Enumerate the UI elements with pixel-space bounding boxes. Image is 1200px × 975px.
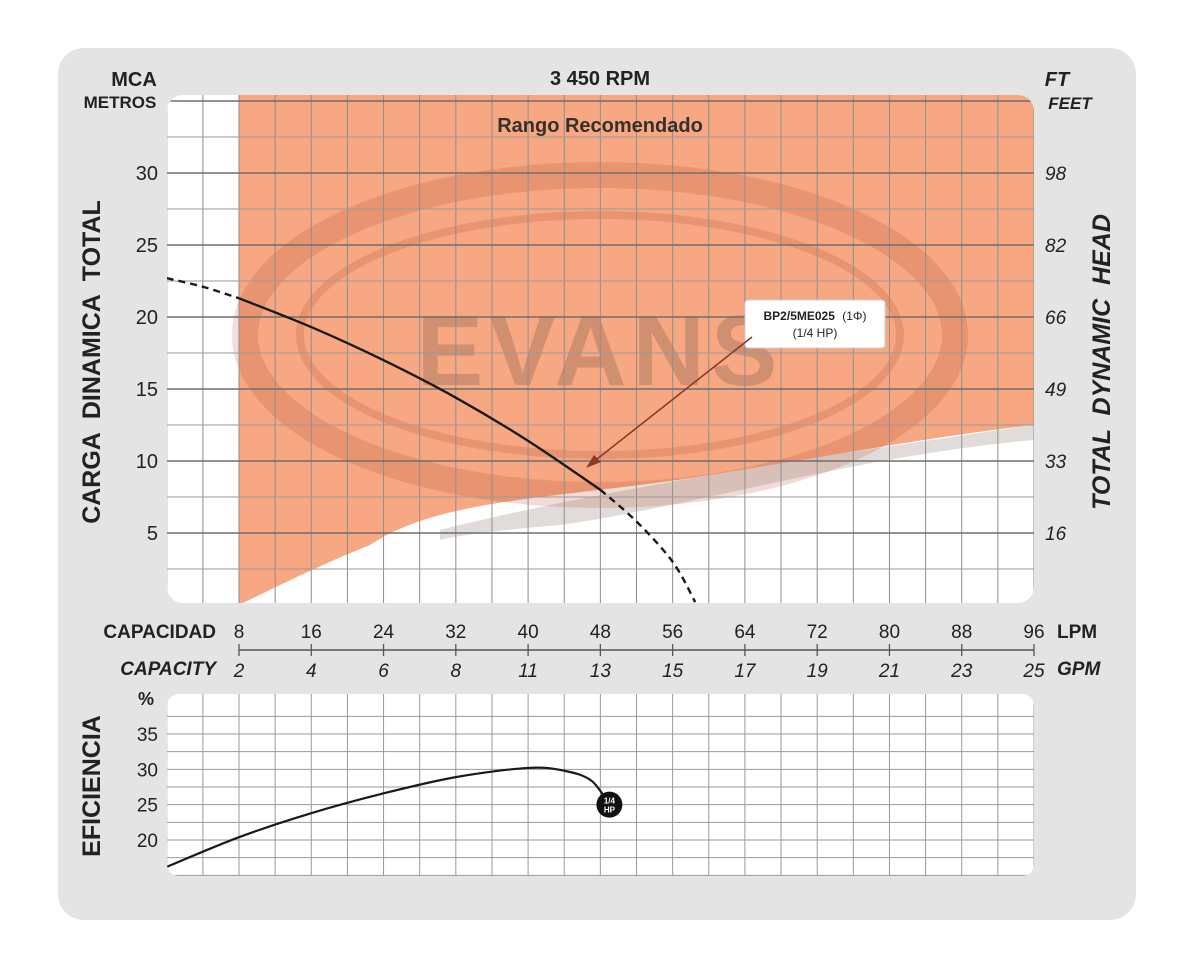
x-axis-gpm-label: CAPACITY [120, 659, 218, 680]
y-axis-label-right: TOTAL DYNAMIC HEAD [1088, 214, 1116, 510]
y-tick-label-left: 10 [136, 451, 158, 473]
annotation-power: (1/4 HP) [793, 326, 838, 340]
model-annotation: BP2/5ME025 (1Φ) (1/4 HP) [586, 299, 886, 468]
recommended-range-light-band [440, 425, 1034, 540]
head-curve-bp2-5me025 [238, 297, 602, 491]
y-tick-label-right: 16 [1045, 524, 1067, 545]
x-tick-label-gpm: 25 [1022, 661, 1045, 682]
right-unit-top: FT [1045, 69, 1071, 91]
efficiency-y-tick-label: 30 [137, 760, 158, 781]
marker-text-bottom: HP [604, 806, 616, 815]
left-unit-bottom: METROS [84, 93, 157, 112]
marker-text-top: 1/4 [604, 797, 616, 806]
x-axis-lpm-label: CAPACIDAD [103, 622, 216, 643]
left-unit-top: MCA [111, 69, 157, 91]
efficiency-y-tick-label: 20 [137, 831, 158, 852]
x-tick-label-gpm: 6 [378, 661, 389, 682]
efficiency-grid [167, 694, 1034, 876]
x-tick-label-lpm: 72 [807, 622, 828, 643]
x-tick-label-lpm: 8 [234, 622, 245, 643]
right-unit-bottom: FEET [1048, 94, 1093, 113]
annotation-arrow [591, 336, 753, 464]
x-tick-label-lpm: 32 [445, 622, 466, 643]
y-tick-label-left: 30 [136, 163, 158, 185]
svg-text:BP2/5ME025 (1Φ): BP2/5ME025 (1Φ) [764, 309, 867, 323]
x-tick-label-lpm: 16 [301, 622, 322, 643]
efficiency-y-tick-label: 25 [137, 796, 158, 817]
y-tick-label-left: 20 [136, 307, 158, 329]
x-tick-label-gpm: 11 [518, 661, 538, 682]
y-tick-label-left: 15 [136, 379, 158, 401]
x-tick-labels: 8 2 16 4 24 6 32 8 40 11 48 13 56 15 64 17 72 19 80 21 88 23 9… [233, 622, 1045, 682]
head-tick-labels: 5 16 10 33 15 49 20 66 25 82 30 98 [136, 163, 1067, 545]
head-curves [167, 276, 697, 603]
recommended-range-label: Rango Recomendado [497, 115, 703, 137]
x-tick-label-gpm: 4 [306, 661, 317, 682]
y-tick-label-right: 49 [1045, 380, 1067, 401]
x-tick-label-gpm: 2 [233, 661, 245, 682]
annotation-phase: (1Φ) [842, 309, 866, 323]
y-tick-label-left: 25 [136, 235, 158, 257]
x-tick-label-lpm: 80 [879, 622, 900, 643]
efficiency-axis-label: EFICIENCIA [78, 715, 106, 857]
x-tick-label-gpm: 21 [878, 661, 900, 682]
x-tick-label-gpm: 13 [590, 661, 612, 682]
annotation-model: BP2/5ME025 [764, 309, 836, 323]
head-curve-extrapolated [167, 276, 240, 300]
efficiency-y-tick-label: 35 [137, 725, 158, 746]
x-tick-label-gpm: 19 [807, 661, 829, 682]
x-tick-label-gpm: 8 [451, 661, 462, 682]
y-tick-label-right: 33 [1045, 452, 1067, 473]
efficiency-unit: % [138, 689, 154, 709]
x-tick-label-lpm: 64 [734, 622, 756, 643]
efficiency-marker-badge: 1/4HP [596, 791, 623, 818]
y-tick-label-right: 66 [1045, 308, 1067, 329]
efficiency-marker-dot [596, 791, 623, 818]
x-tick-label-lpm: 40 [518, 622, 539, 643]
efficiency-curves [167, 766, 611, 868]
efficiency-tick-labels: 20 25 30 35 [137, 725, 158, 852]
x-axis-gpm-unit: GPM [1057, 659, 1101, 680]
annotation-box [744, 299, 886, 349]
x-tick-label-lpm: 88 [951, 622, 972, 643]
y-tick-label-left: 5 [147, 523, 158, 545]
chart-title: 3 450 RPM [550, 68, 650, 90]
x-tick-label-lpm: 56 [662, 622, 683, 643]
x-tick-label-gpm: 17 [734, 661, 757, 682]
x-axis-lpm-unit: LPM [1057, 622, 1097, 643]
x-tick-label-lpm: 48 [590, 622, 611, 643]
y-tick-label-right: 98 [1045, 164, 1067, 185]
annotation-arrowhead [586, 455, 601, 468]
y-axis-label-left: CARGA DINAMICA TOTAL [78, 200, 106, 524]
y-tick-label-right: 82 [1045, 236, 1067, 257]
x-tick-label-lpm: 24 [373, 622, 395, 643]
x-tick-label-lpm: 96 [1023, 622, 1044, 643]
efficiency-curve [167, 766, 611, 868]
x-tick-label-gpm: 15 [662, 661, 684, 682]
head-curve-extrapolated [599, 488, 697, 603]
x-tick-label-gpm: 23 [950, 661, 973, 682]
